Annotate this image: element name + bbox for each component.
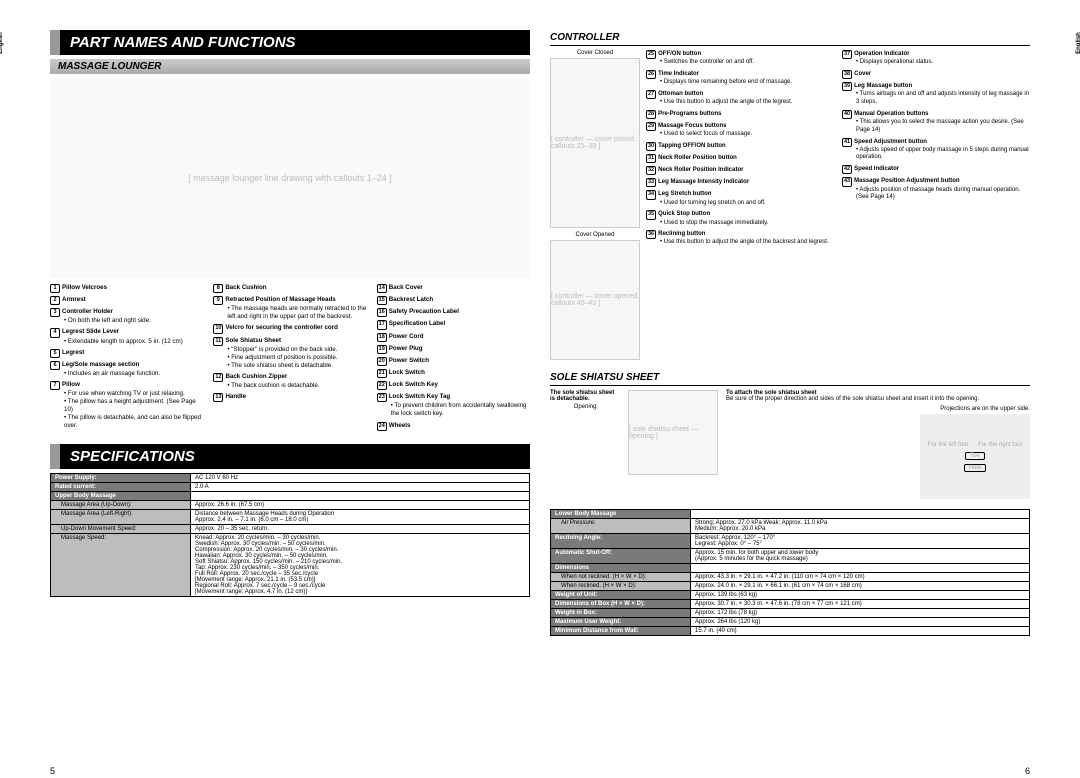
spec-row: Up-Down Movement Speed:Approx. 20 – 35 s…	[51, 524, 530, 533]
part-item: 25OFF/ON button• Switches the controller…	[646, 50, 834, 67]
part-item: 19Power Plug	[377, 345, 530, 354]
shiatsu-projection-note: Projections are on the upper side.	[726, 406, 1030, 412]
part-item: 39Leg Massage button• Turns airbags on a…	[842, 82, 1030, 107]
part-item: 30Tapping OFF/ON button	[646, 142, 834, 151]
part-item: 33Leg Massage Intensity Indicator	[646, 178, 834, 187]
part-item: 7Pillow• For use when watching TV or jus…	[50, 381, 203, 430]
right-page: CONTROLLER Cover Closed [ controller — c…	[550, 30, 1030, 758]
controller-section: Cover Closed [ controller — cover closed…	[550, 50, 1030, 364]
part-item: 20Power Switch	[377, 357, 530, 366]
spec-row: Reclining Angle:Backrest: Approx. 120° –…	[551, 534, 1030, 549]
part-item: 35Quick Stop button• Used to stop the ma…	[646, 210, 834, 227]
part-item: 18Power Cord	[377, 333, 530, 342]
spec-row: Dimensions	[551, 564, 1030, 573]
controller-subheader: CONTROLLER	[550, 30, 1030, 46]
spec-row: Minimum Distance from Wall:15.7 in. (40 …	[551, 627, 1030, 636]
spec-row: When reclined. (H × W × D):Approx. 24.0 …	[551, 582, 1030, 591]
part-item: 31Neck Roller Position button	[646, 154, 834, 163]
controller-opened-diagram: [ controller — cover opened, callouts 40…	[550, 240, 640, 360]
spec-row: Power Supply:AC 120 V 60 Hz	[51, 473, 530, 482]
part-item: 15Backrest Latch	[377, 296, 530, 305]
part-item: 36Reclining button• Use this button to a…	[646, 230, 834, 247]
spec-row: Massage Speed:Knead: Approx. 20 cycles/m…	[51, 533, 530, 596]
part-item: 22Lock Switch Key	[377, 381, 530, 390]
part-item: 42Speed Indicator	[842, 165, 1030, 174]
shiatsu-detach-text: The sole shiatsu sheet is detachable.	[550, 390, 620, 402]
cover-closed-label: Cover Closed	[550, 50, 640, 56]
shiatsu-opening-diagram: [ sole shiatsu sheet — opening ]	[628, 390, 718, 475]
part-item: 40Manual Operation buttons• This allows …	[842, 110, 1030, 135]
specs-header: SPECIFICATIONS	[50, 444, 530, 469]
spec-row: Automatic Shut-Off:Approx. 15 min. for b…	[551, 549, 1030, 564]
shiatsu-feet-diagram: For the left foot For the right foot Toe…	[920, 414, 1030, 499]
part-item: 29Massage Focus buttons• Used to select …	[646, 122, 834, 139]
part-item: 38Cover	[842, 70, 1030, 79]
spec-row: Massage Area (Up-Down):Approx. 26.6 in. …	[51, 500, 530, 509]
spread: PART NAMES AND FUNCTIONS MASSAGE LOUNGER…	[50, 30, 1030, 758]
heel-label: Heel	[964, 464, 986, 472]
spec-row: Weight of Unit:Approx. 139 lbs (63 kg)	[551, 591, 1030, 600]
spec-row: Weight in Box:Approx. 172 lbs (78 kg)	[551, 609, 1030, 618]
part-item: 9Retracted Position of Massage Heads• Th…	[213, 296, 366, 321]
spec-row: Dimensions of Box (H × W × D):Approx. 30…	[551, 600, 1030, 609]
parts-header: PART NAMES AND FUNCTIONS	[50, 30, 530, 55]
part-item: 3Controller Holder• On both the left and…	[50, 308, 203, 325]
part-item: 24Wheels	[377, 422, 530, 431]
parts-columns: 1Pillow Velcroes 2Armrest 3Controller Hold…	[50, 284, 530, 434]
part-item: 12Back Cushion Zipper• The back cushion …	[213, 373, 366, 390]
language-label-right: English	[1076, 32, 1080, 54]
part-item: 11Sole Shiatsu Sheet• "Stopper" is provi…	[213, 337, 366, 370]
shiatsu-attach-body: Be sure of the proper direction and side…	[726, 396, 1030, 402]
part-item: 4Legrest Slide Lever• Extendable length …	[50, 328, 203, 345]
page-number-right: 6	[1025, 766, 1030, 776]
part-item: 21Lock Switch	[377, 369, 530, 378]
language-label-left: English	[0, 32, 4, 54]
part-item: 10Velcro for securing the controller cor…	[213, 324, 366, 333]
shiatsu-subheader: SOLE SHIATSU SHEET	[550, 370, 1030, 386]
spec-row: Maximum User Weight:Approx. 264 lbs (120…	[551, 618, 1030, 627]
toe-label: Toe	[965, 452, 985, 460]
spec-row: Lower Body Massage	[551, 510, 1030, 519]
part-item: 16Safety Precaution Label	[377, 308, 530, 317]
part-item: 43Massage Position Adjustment button• Ad…	[842, 177, 1030, 202]
part-item: 14Back Cover	[377, 284, 530, 293]
part-item: 41Speed Adjustment button• Adjusts speed…	[842, 138, 1030, 163]
cover-opened-label: Cover Opened	[550, 232, 640, 238]
part-item: 34Leg Stretch button• Used for turning l…	[646, 190, 834, 207]
lounger-diagram: [ massage lounger line drawing with call…	[50, 78, 530, 278]
controller-closed-diagram: [ controller — cover closed, callouts 25…	[550, 58, 640, 228]
part-item: 37Operation Indicator• Displays operatio…	[842, 50, 1030, 67]
part-item: 1Pillow Velcroes	[50, 284, 203, 293]
part-item: 13Handle	[213, 393, 366, 402]
spec-table-right: Lower Body MassageAir Pressure:Strong: A…	[550, 509, 1030, 636]
part-item: 28Pre-Programs buttons	[646, 110, 834, 119]
spec-row: Air Pressure:Strong: Approx. 27.0 kPa We…	[551, 519, 1030, 534]
part-item: 5Legrest	[50, 349, 203, 358]
spec-row: Upper Body Massage	[51, 491, 530, 500]
spec-row: Massage Area (Left-Right):Distance betwe…	[51, 509, 530, 524]
left-page: PART NAMES AND FUNCTIONS MASSAGE LOUNGER…	[50, 30, 530, 758]
part-item: 32Neck Roller Position Indicator	[646, 166, 834, 175]
spec-row: When not reclined. (H × W × D):Approx. 4…	[551, 573, 1030, 582]
page-number-left: 5	[50, 766, 55, 776]
shiatsu-section: The sole shiatsu sheet is detachable. Op…	[550, 390, 1030, 499]
part-item: 26Time Indicator• Displays time remainin…	[646, 70, 834, 87]
part-item: 27Ottoman button• Use this button to adj…	[646, 90, 834, 107]
part-item: 17Specification Label	[377, 320, 530, 329]
lounger-subheader: MASSAGE LOUNGER	[50, 59, 530, 74]
spec-table-left: Power Supply:AC 120 V 60 HzRated current…	[50, 473, 530, 597]
part-item: 23Lock Switch Key Tag• To prevent childr…	[377, 393, 530, 418]
right-foot-label: For the right foot	[978, 442, 1022, 448]
shiatsu-opening-label: Opening	[550, 404, 620, 410]
part-item: 8Back Cushion	[213, 284, 366, 293]
part-item: 2Armrest	[50, 296, 203, 305]
part-item: 6Leg/Sole massage section• Includes an a…	[50, 361, 203, 378]
spec-row: Rated current:2.0 A	[51, 482, 530, 491]
left-foot-label: For the left foot	[928, 442, 968, 448]
